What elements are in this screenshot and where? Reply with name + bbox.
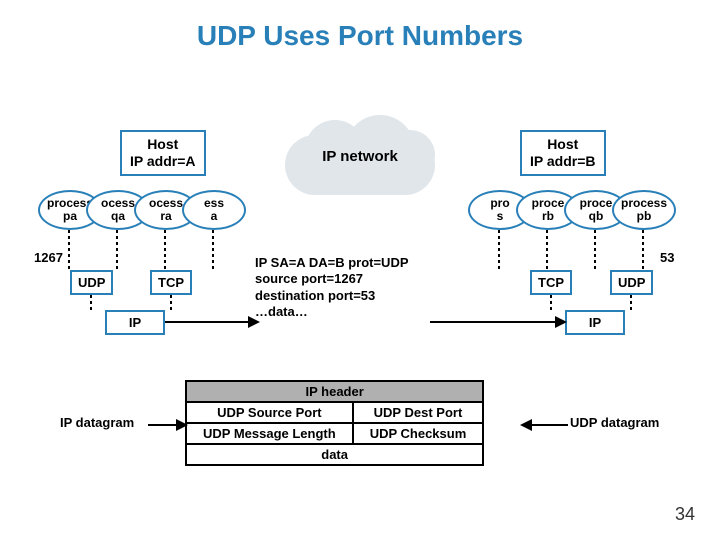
vline [164,230,166,270]
ip-datagram-label: IP datagram [60,415,134,430]
vline [68,230,70,270]
vline [550,295,552,310]
tcp-b-box: TCP [530,270,572,295]
hline [430,321,565,323]
vline [170,295,172,310]
vline [116,230,118,270]
vline [642,230,644,270]
host-b-line1: Host [530,136,596,153]
ip-a-box: IP [105,310,165,335]
packet-info-l4: …data… [255,304,409,320]
vline [498,230,500,270]
hline [165,321,255,323]
host-a-box: Host IP addr=A [120,130,206,176]
host-a-line1: Host [130,136,196,153]
network-cloud: IP network [285,120,435,200]
vline [546,230,548,270]
tcp-a-box: TCP [150,270,192,295]
ip-b-box: IP [565,310,625,335]
data-cell: data [186,444,483,465]
arrow-right-icon [248,316,260,328]
packet-info-l2: source port=1267 [255,271,409,287]
udp-datagram-label: UDP datagram [570,415,659,430]
vline [212,230,214,270]
host-b-line2: IP addr=B [530,153,596,170]
udp-cksum-cell: UDP Checksum [353,423,484,444]
host-a-line2: IP addr=A [130,153,196,170]
packet-info-l1: IP SA=A DA=B prot=UDP [255,255,409,271]
udp-b-box: UDP [610,270,653,295]
vline [90,295,92,310]
packet-info-l3: destination port=53 [255,288,409,304]
hline [528,424,568,426]
process-a-3: essa [182,190,246,230]
slide-number: 34 [675,504,695,525]
arrow-left-icon [520,419,532,431]
port-b-label: 53 [660,250,674,265]
vline [594,230,596,270]
udp-dst-port-cell: UDP Dest Port [353,402,484,423]
ip-header-cell: IP header [186,381,483,402]
udp-a-box: UDP [70,270,113,295]
port-a-label: 1267 [34,250,63,265]
datagram-table: IP header UDP Source Port UDP Dest Port … [185,380,484,466]
packet-info: IP SA=A DA=B prot=UDP source port=1267 d… [255,255,409,320]
udp-src-port-cell: UDP Source Port [186,402,353,423]
host-b-box: Host IP addr=B [520,130,606,176]
process-b-3: processpb [612,190,676,230]
arrow-right-icon [555,316,567,328]
vline [630,295,632,310]
arrow-right-icon [176,419,188,431]
diagram: IP network Host IP addr=A Host IP addr=B… [0,100,720,380]
slide-title: UDP Uses Port Numbers [0,0,720,52]
network-label: IP network [285,148,435,165]
udp-len-cell: UDP Message Length [186,423,353,444]
